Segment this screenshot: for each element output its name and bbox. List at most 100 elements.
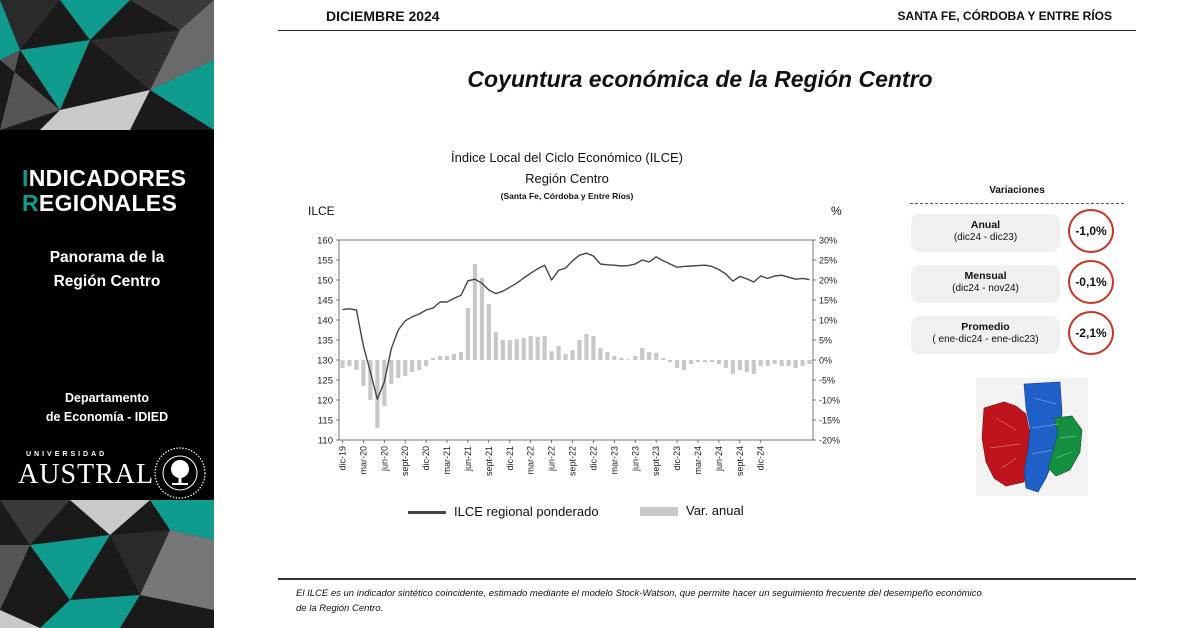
var-anual-bar <box>668 360 673 362</box>
var-anual-bar <box>779 360 784 366</box>
var-anual-bar <box>751 360 756 374</box>
variation-annual-label: Anual <box>970 219 1001 231</box>
x-tick-label: sept-21 <box>484 446 494 476</box>
x-tick-label: sept-22 <box>568 446 578 476</box>
var-anual-bar <box>605 352 610 360</box>
var-anual-bar <box>549 351 554 360</box>
y-left-tick-label: 150 <box>317 276 333 287</box>
university-logo-text: AUSTRAL <box>18 459 155 490</box>
var-anual-bar <box>472 264 478 360</box>
chart-subtitle: Región Centro <box>525 171 609 186</box>
var-anual-bar <box>347 360 352 366</box>
variation-annual-period: (dic24 - dic23) <box>953 232 1018 243</box>
legend-label-var: Var. anual <box>686 503 744 518</box>
var-anual-bar <box>521 338 526 360</box>
var-anual-bar <box>661 358 666 360</box>
var-anual-bar <box>688 360 694 364</box>
var-anual-bar <box>479 278 484 360</box>
legend-line-swatch <box>408 511 446 514</box>
university-seal-icon <box>154 447 206 499</box>
var-anual-bar <box>577 340 582 360</box>
ilce-line <box>342 252 810 400</box>
variation-average-box: Promedio ( ene-dic24 - ene-dic23) <box>911 316 1060 354</box>
var-anual-bar <box>737 360 742 370</box>
var-anual-bar <box>465 308 471 360</box>
sidebar-subtitle: Panorama de la Región Centro <box>49 249 165 290</box>
var-anual-bar <box>793 360 798 368</box>
y-left-tick-label: 140 <box>317 316 333 327</box>
x-tick-label: dic-19 <box>337 446 347 471</box>
var-anual-bar <box>786 360 791 366</box>
x-tick-label: mar-20 <box>358 446 368 475</box>
y-left-tick-label: 155 <box>317 256 333 267</box>
var-anual-bar <box>695 360 701 362</box>
x-tick-label: dic-21 <box>505 446 515 471</box>
decorative-pattern-top <box>0 0 214 130</box>
var-anual-bar <box>486 304 491 360</box>
x-tick-label: sept-20 <box>400 446 410 476</box>
y-left-tick-label: 115 <box>318 416 333 427</box>
var-anual-bar <box>800 360 805 366</box>
var-anual-bar <box>681 360 687 370</box>
x-tick-label: jun-22 <box>547 446 557 472</box>
var-anual-bar <box>807 360 812 364</box>
var-anual-bar <box>640 348 645 360</box>
x-tick-label: mar-24 <box>693 446 703 475</box>
variation-annual-value: -1,0% <box>1068 209 1114 253</box>
var-anual-bar <box>626 359 631 360</box>
var-anual-bar <box>556 346 561 360</box>
variation-average-value: -2,1% <box>1068 311 1114 355</box>
y-left-tick-label: 160 <box>317 236 333 247</box>
variation-monthly-period: (dic24 - nov24) <box>952 283 1019 294</box>
legend-bar-swatch <box>640 507 678 516</box>
var-anual-bar <box>375 360 380 428</box>
footer-divider <box>278 578 1136 580</box>
var-anual-bar <box>354 360 359 370</box>
y-right-tick-label: 20% <box>819 276 837 286</box>
var-anual-bar <box>758 360 763 366</box>
var-anual-bar <box>591 336 596 360</box>
var-anual-bar <box>647 352 652 360</box>
variation-monthly-box: Mensual (dic24 - nov24) <box>911 265 1060 303</box>
var-anual-bar <box>612 356 617 360</box>
y-right-tick-label: 25% <box>819 256 837 266</box>
var-anual-bar <box>654 352 659 360</box>
footer-note: El ILCE es un indicador sintético coinci… <box>296 588 982 614</box>
var-anual-bar <box>514 339 519 360</box>
var-anual-bar <box>709 360 715 362</box>
y-right-tick-label: -15% <box>819 416 840 426</box>
var-anual-bar <box>535 336 540 360</box>
plot-frame <box>338 239 814 441</box>
var-anual-bar <box>598 348 603 360</box>
y-left-tick-label: 130 <box>317 356 333 367</box>
x-tick-label: dic-20 <box>421 446 431 471</box>
y-left-tick-label: 125 <box>317 376 333 387</box>
x-tick-label: jun-23 <box>630 446 640 472</box>
x-tick-label: mar-23 <box>609 446 619 475</box>
legend-label-ilce: ILCE regional ponderado <box>454 504 599 519</box>
x-tick-label: jun-21 <box>463 446 473 472</box>
y-right-tick-label: 10% <box>819 316 837 326</box>
y-left-tick-label: 145 <box>317 296 333 307</box>
variation-annual-box: Anual (dic24 - dic23) <box>911 214 1060 252</box>
var-anual-bar <box>410 360 415 372</box>
x-tick-label: mar-21 <box>442 446 452 475</box>
var-anual-bar <box>431 358 436 360</box>
x-tick-label: mar-22 <box>526 446 536 475</box>
var-anual-bar <box>493 332 498 360</box>
var-anual-bar <box>417 360 422 370</box>
report-date: DICIEMBRE 2024 <box>326 8 440 24</box>
var-anual-bar <box>744 360 749 372</box>
var-anual-bar <box>389 360 394 384</box>
var-anual-bar <box>361 360 366 386</box>
sidebar-title: INDICADORES REGIONALES <box>22 165 187 216</box>
variation-monthly-value: -0,1% <box>1068 260 1114 304</box>
header-divider <box>278 30 1136 31</box>
var-anual-bar <box>368 360 373 400</box>
var-anual-bar <box>716 360 721 364</box>
var-anual-bar <box>542 336 547 360</box>
var-anual-bar <box>444 356 450 360</box>
var-anual-bar <box>340 360 345 368</box>
x-tick-label: jun-20 <box>379 446 389 472</box>
y-left-tick-label: 135 <box>317 336 333 347</box>
